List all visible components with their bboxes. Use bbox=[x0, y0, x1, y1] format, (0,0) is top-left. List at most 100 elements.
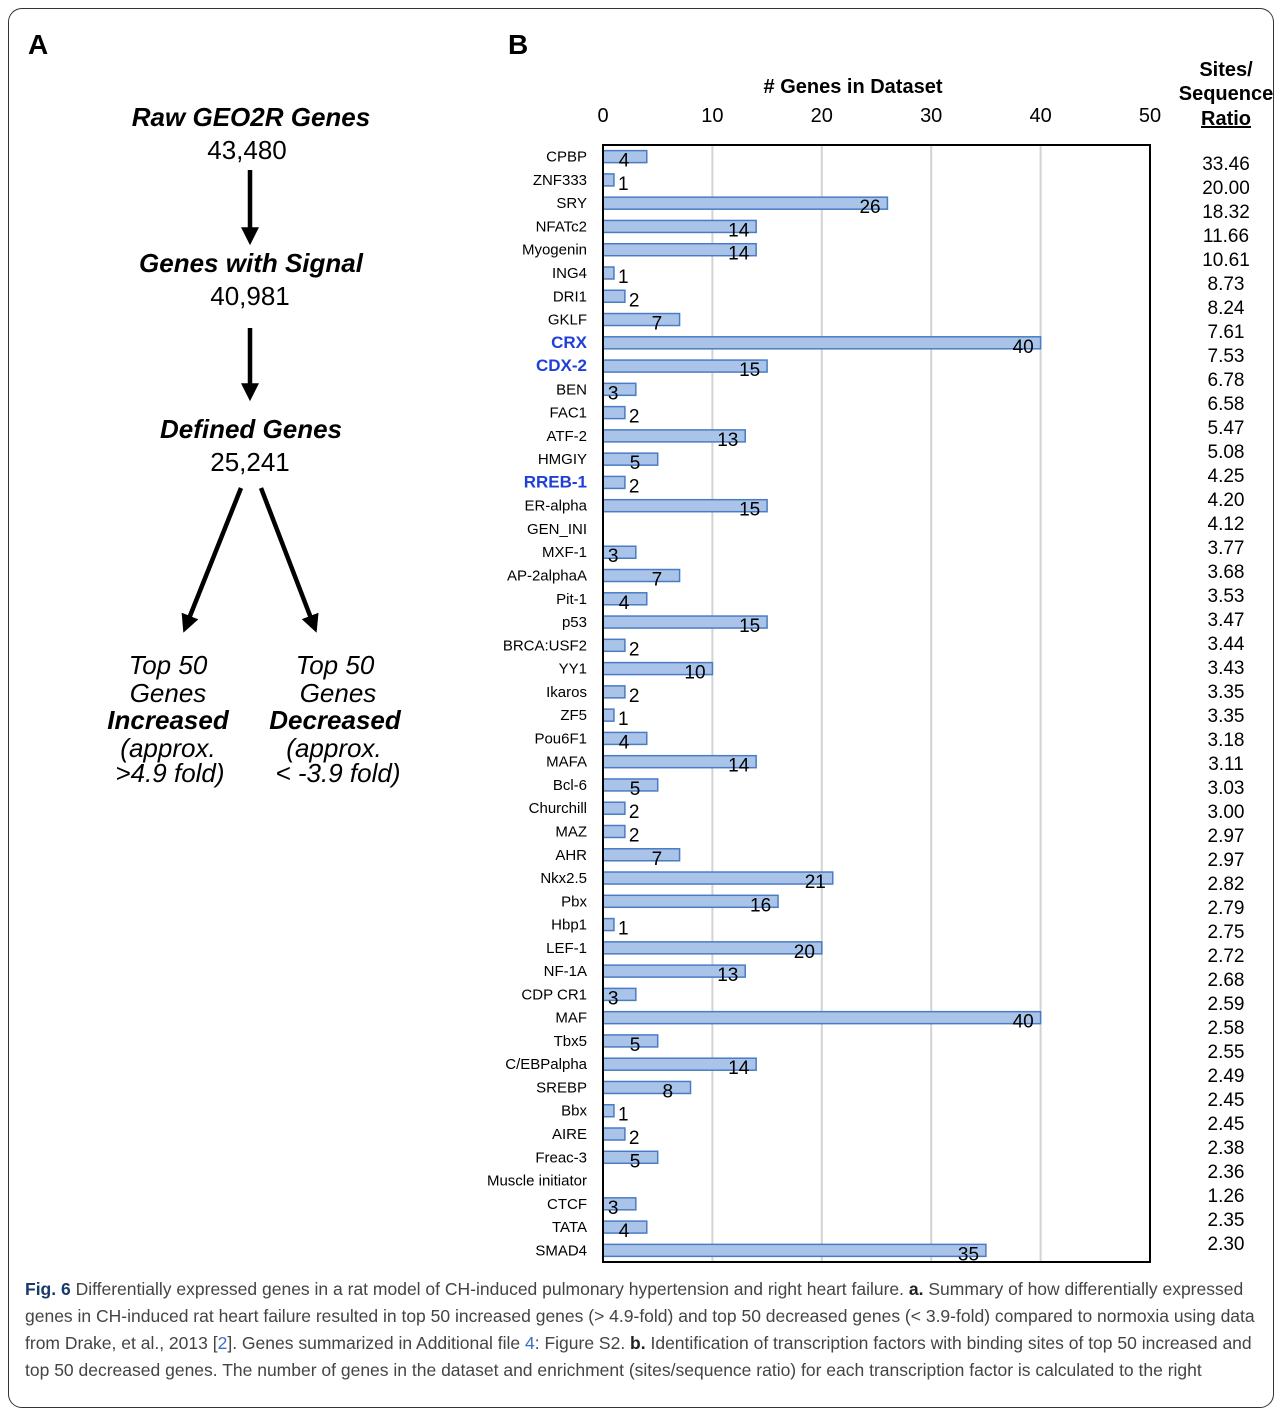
step-defined-count: 25,241 bbox=[210, 447, 290, 477]
ratio-value: 2.45 bbox=[1208, 1090, 1245, 1111]
ratio-value: 3.03 bbox=[1208, 778, 1245, 799]
caption-ref-link[interactable]: 2 bbox=[217, 1333, 228, 1353]
caption-a-label: a. bbox=[908, 1279, 924, 1299]
data-label: 5 bbox=[630, 779, 641, 800]
data-label: 14 bbox=[728, 756, 750, 777]
category-label: Hbp1 bbox=[551, 917, 587, 934]
ratio-value: 18.32 bbox=[1202, 202, 1250, 223]
category-label: C/EBPalpha bbox=[505, 1056, 587, 1073]
bar bbox=[602, 266, 615, 280]
data-label: 1 bbox=[618, 174, 629, 195]
bar bbox=[602, 917, 615, 932]
ratio-value: 4.25 bbox=[1208, 466, 1245, 487]
category-label: ATF-2 bbox=[546, 428, 587, 445]
category-label: Ikaros bbox=[546, 684, 587, 701]
category-label: AHR bbox=[555, 847, 587, 864]
category-label: p53 bbox=[562, 614, 587, 631]
ratio-value: 8.24 bbox=[1208, 298, 1245, 319]
category-label: SREBP bbox=[536, 1079, 587, 1096]
bar bbox=[602, 1103, 615, 1118]
ratio-value: 2.68 bbox=[1208, 970, 1245, 991]
ratio-value: 7.61 bbox=[1208, 322, 1245, 343]
data-label: 7 bbox=[652, 314, 663, 335]
category-label: Churchill bbox=[529, 800, 587, 817]
bar bbox=[602, 196, 889, 210]
category-label: AP-2alphaA bbox=[507, 568, 587, 585]
data-label: 35 bbox=[958, 1244, 979, 1265]
data-label: 13 bbox=[717, 430, 738, 451]
data-label: 16 bbox=[750, 895, 771, 916]
branch-increased-line1: Top 50 bbox=[129, 650, 208, 680]
category-label: CPBP bbox=[546, 149, 587, 166]
branch-decreased-line1: Top 50 bbox=[296, 650, 375, 680]
ratio-value: 3.47 bbox=[1208, 610, 1245, 631]
caption-b-label: b. bbox=[630, 1333, 646, 1353]
category-label: TATA bbox=[552, 1219, 587, 1236]
ratio-value: 2.75 bbox=[1208, 922, 1245, 943]
ratio-value: 2.35 bbox=[1208, 1210, 1245, 1231]
category-label: MAZ bbox=[555, 823, 587, 840]
x-tick-labels: 0 10 20 30 40 50 bbox=[597, 105, 1161, 127]
category-label: Freac-3 bbox=[535, 1149, 587, 1166]
category-label: GKLF bbox=[548, 312, 587, 329]
bar bbox=[602, 1243, 987, 1258]
category-label: Pit-1 bbox=[556, 591, 587, 608]
category-label: CDP CR1 bbox=[521, 986, 587, 1003]
category-label: SRY bbox=[556, 195, 587, 212]
x-tick-label: 0 bbox=[597, 105, 608, 127]
data-label: 40 bbox=[1013, 1012, 1034, 1033]
data-label: 3 bbox=[608, 1198, 619, 1219]
ratio-value: 2.82 bbox=[1208, 874, 1245, 895]
ratio-value: 2.30 bbox=[1208, 1234, 1245, 1255]
category-label: CRX bbox=[551, 333, 588, 352]
ratio-value: 2.97 bbox=[1208, 826, 1245, 847]
arrow-branch-left bbox=[181, 487, 244, 633]
category-label: CDX-2 bbox=[536, 356, 587, 375]
ratio-value: 2.72 bbox=[1208, 946, 1245, 967]
bar bbox=[602, 1080, 692, 1095]
data-label: 8 bbox=[663, 1081, 674, 1102]
category-label: Myogenin bbox=[522, 242, 587, 259]
data-label: 26 bbox=[859, 197, 880, 218]
bar bbox=[602, 1010, 1042, 1025]
ratio-value: 11.66 bbox=[1203, 226, 1249, 247]
category-labels: CPBP ZNF333 SRY NFATc2 Myogenin ING4 DRI1 GKLF C… bbox=[487, 149, 588, 1260]
ratio-value: 10.61 bbox=[1202, 250, 1250, 271]
x-tick-label: 50 bbox=[1139, 105, 1161, 127]
figure-frame bbox=[8, 8, 1274, 1408]
data-label: 14 bbox=[728, 220, 750, 241]
data-label: 14 bbox=[728, 244, 750, 265]
ratio-value: 4.20 bbox=[1208, 490, 1245, 511]
category-label: GEN_INI bbox=[527, 521, 587, 538]
ratio-value: 6.58 bbox=[1208, 394, 1245, 415]
ratio-value: 2.55 bbox=[1208, 1042, 1245, 1063]
bar bbox=[602, 289, 626, 304]
ratio-value: 3.35 bbox=[1208, 706, 1245, 727]
ratio-value: 6.78 bbox=[1208, 370, 1245, 391]
panel-a-label: A bbox=[28, 29, 48, 60]
ratio-value: 33.46 bbox=[1202, 154, 1250, 175]
step-signal-title: Genes with Signal bbox=[139, 248, 364, 278]
ratio-value: 2.79 bbox=[1208, 898, 1245, 919]
category-label: RREB-1 bbox=[524, 472, 587, 491]
category-label: FAC1 bbox=[549, 405, 587, 422]
data-label: 7 bbox=[652, 570, 663, 591]
bar bbox=[602, 1127, 626, 1141]
branch-decreased: Top 50 Genes Decreased (approx. < -3.9 f… bbox=[269, 650, 402, 788]
data-label: 13 bbox=[717, 965, 738, 986]
branch-increased-line2: Genes bbox=[130, 678, 207, 708]
data-label: 4 bbox=[619, 1221, 630, 1242]
data-label: 15 bbox=[739, 616, 760, 637]
gridlines bbox=[711, 145, 1042, 1262]
ratio-value: 2.59 bbox=[1208, 994, 1245, 1015]
category-label: Tbx5 bbox=[554, 1033, 587, 1050]
ratio-value: 2.36 bbox=[1208, 1162, 1245, 1183]
data-label: 2 bbox=[629, 686, 640, 707]
caption-file-link[interactable]: 4 bbox=[524, 1333, 535, 1353]
ratio-values: 33.46 20.00 18.32 11.66 10.61 8.73 8.24 7.61 7.5… bbox=[1202, 154, 1250, 1255]
branch-decreased-line5: < -3.9 fold) bbox=[275, 758, 400, 788]
data-label: 4 bbox=[619, 151, 630, 172]
category-label: CTCF bbox=[547, 1196, 587, 1213]
data-label: 1 bbox=[618, 1105, 629, 1126]
caption-text-1: Differentially expressed genes in a rat … bbox=[70, 1279, 909, 1299]
